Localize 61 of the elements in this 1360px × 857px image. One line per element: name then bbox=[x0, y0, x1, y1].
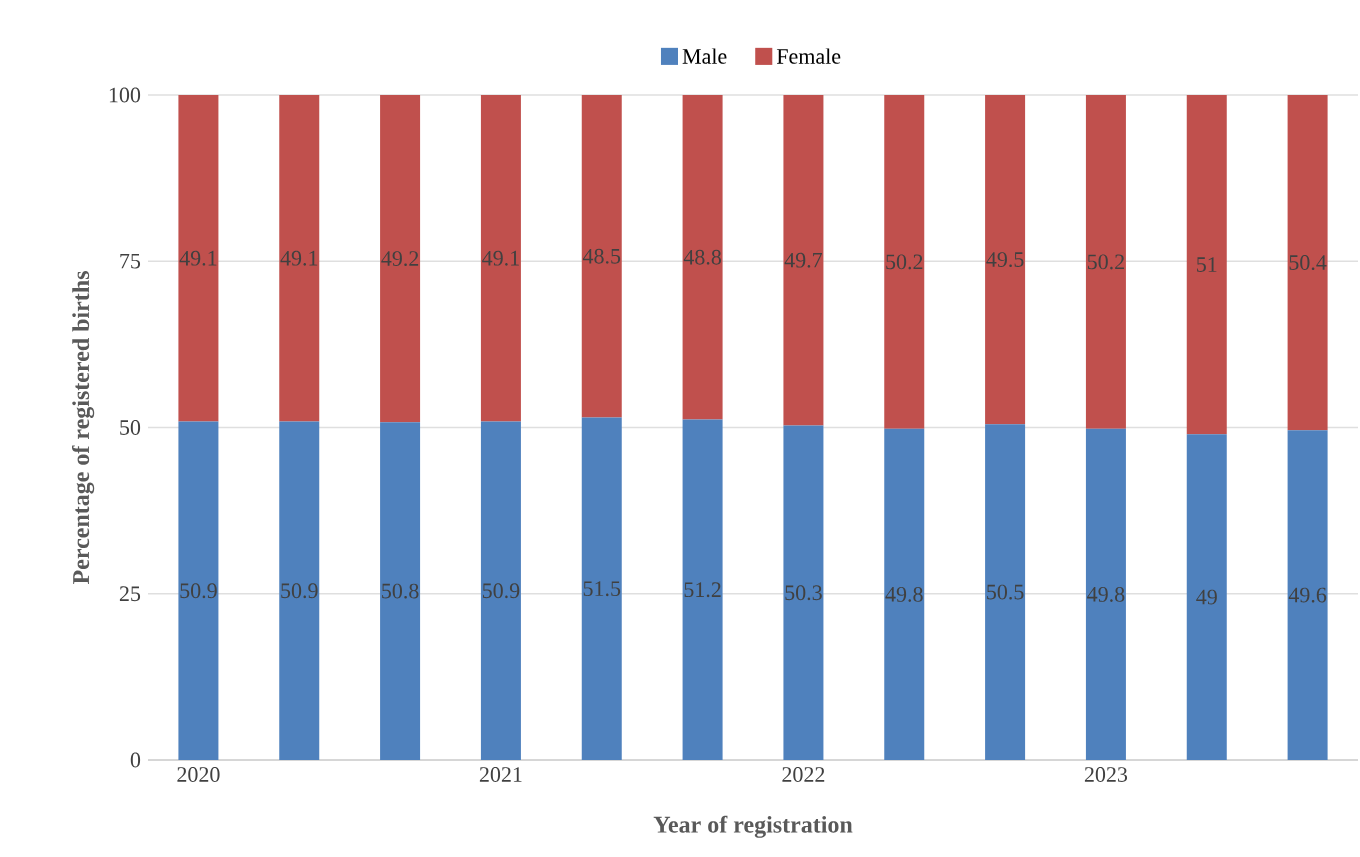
data-label: 49.8 bbox=[1087, 586, 1125, 602]
data-label: 50.9 bbox=[482, 583, 520, 599]
data-label: 49.7 bbox=[784, 252, 823, 268]
bar bbox=[985, 424, 1026, 760]
data-label: 50.2 bbox=[1087, 254, 1124, 270]
x-tick-label: 2020 bbox=[177, 767, 220, 782]
data-label: 50.8 bbox=[382, 583, 419, 599]
bar bbox=[1186, 95, 1227, 435]
data-label: 51.2 bbox=[684, 582, 721, 598]
bar bbox=[581, 95, 622, 418]
bar bbox=[279, 421, 320, 760]
x-tick-label: 2023 bbox=[1084, 767, 1128, 782]
data-label: 50.4 bbox=[1289, 255, 1327, 271]
bar bbox=[178, 421, 219, 760]
y-axis-title: Percentage of registered births bbox=[72, 271, 95, 585]
bar bbox=[682, 419, 723, 760]
bar bbox=[985, 95, 1026, 425]
data-label: 48.5 bbox=[582, 248, 621, 264]
data-label: 50.3 bbox=[785, 585, 822, 601]
bar bbox=[884, 95, 925, 429]
bar bbox=[480, 95, 521, 422]
bar bbox=[1085, 428, 1126, 760]
data-label: 49.6 bbox=[1288, 587, 1327, 603]
bar bbox=[380, 422, 421, 760]
bar bbox=[783, 95, 824, 426]
data-label: 49.1 bbox=[179, 250, 217, 266]
legend-label: Female bbox=[776, 48, 841, 64]
y-tick-label: 100 bbox=[109, 87, 141, 103]
x-tick-label: 2022 bbox=[782, 767, 825, 782]
x-axis-title: Year of registration bbox=[653, 815, 853, 838]
bar bbox=[783, 425, 824, 760]
bar bbox=[178, 95, 219, 422]
data-label: 49.8 bbox=[885, 586, 923, 602]
bar bbox=[1085, 95, 1126, 429]
bar bbox=[682, 95, 723, 420]
data-label: 50.5 bbox=[987, 584, 1024, 600]
x-tick-label: 2021 bbox=[479, 767, 522, 782]
y-tick-label: 50 bbox=[120, 420, 141, 435]
data-label: 49.1 bbox=[482, 250, 519, 266]
data-label: 50.9 bbox=[281, 583, 318, 599]
y-tick-label: 0 bbox=[130, 752, 141, 768]
bar bbox=[1287, 430, 1328, 760]
bar bbox=[279, 95, 320, 422]
bar bbox=[480, 421, 521, 760]
bar bbox=[380, 95, 421, 423]
data-label: 49 bbox=[1196, 589, 1217, 605]
data-label: 48.8 bbox=[683, 249, 721, 265]
y-tick-label: 75 bbox=[120, 253, 141, 269]
data-label: 51 bbox=[1197, 257, 1217, 272]
data-label: 49.5 bbox=[986, 252, 1024, 268]
data-label: 51.5 bbox=[583, 581, 621, 597]
data-label: 50.2 bbox=[886, 254, 923, 270]
y-tick-label: 25 bbox=[119, 586, 141, 602]
bar bbox=[884, 428, 925, 760]
bar bbox=[1186, 434, 1227, 760]
bar bbox=[1287, 95, 1328, 431]
data-label: 50.9 bbox=[180, 583, 217, 599]
data-label: 49.2 bbox=[381, 251, 419, 267]
bar bbox=[581, 417, 622, 760]
data-label: 49.1 bbox=[280, 250, 318, 266]
legend-label: Male bbox=[682, 48, 727, 64]
